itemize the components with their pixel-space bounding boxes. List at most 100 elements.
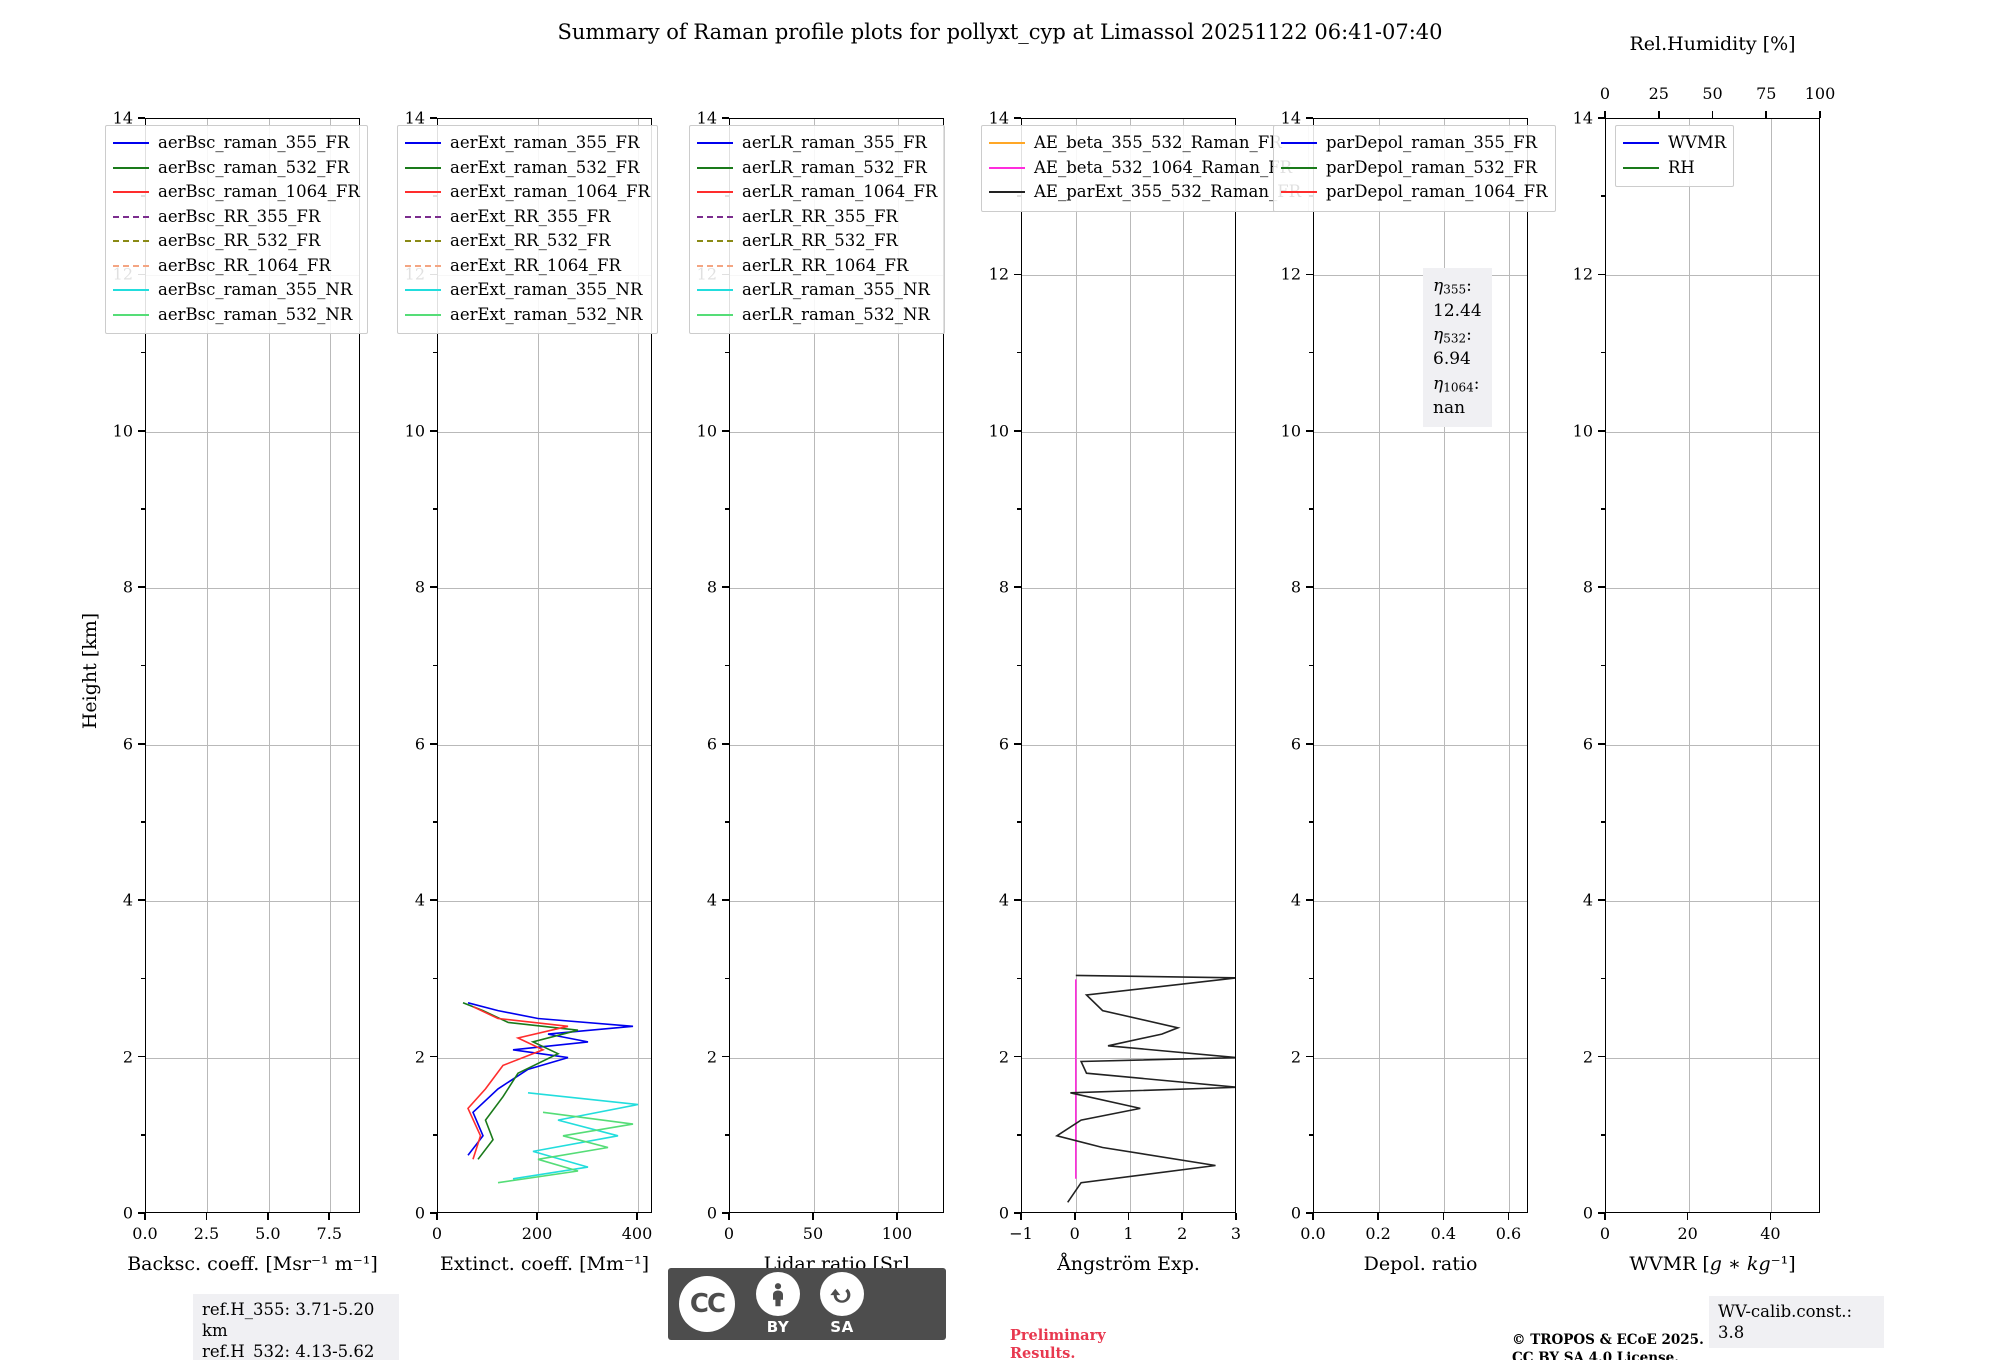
legend-color-swatch <box>113 240 149 243</box>
legend-item[interactable]: aerBsc_RR_532_FR <box>113 229 360 254</box>
cc-by-sa-license-badge[interactable]: CC BY SA <box>668 1268 946 1340</box>
gridline-horizontal <box>1314 744 1527 746</box>
eta-row: η532: 6.94 <box>1433 323 1482 372</box>
series-line <box>467 1002 634 1156</box>
legend-item[interactable]: aerExt_raman_355_FR <box>405 131 650 156</box>
legend-item[interactable]: aerExt_RR_355_FR <box>405 205 650 230</box>
series-line <box>467 1005 569 1160</box>
data-curves-angstrom <box>1054 974 1235 1203</box>
legend-color-swatch <box>113 264 149 267</box>
y-tick-mark <box>1598 742 1605 745</box>
legend-backscatter[interactable]: aerBsc_raman_355_FR aerBsc_raman_532_FR ae… <box>105 125 368 334</box>
legend-item[interactable]: aerLR_raman_355_NR <box>697 278 937 303</box>
y-tick-label: 14 <box>696 108 717 128</box>
cc-icon: CC <box>668 1268 746 1340</box>
legend-item[interactable]: AE_beta_355_532_Raman_FR <box>989 131 1301 156</box>
legend-item[interactable]: aerExt_RR_532_FR <box>405 229 650 254</box>
eta-value: : nan <box>1433 373 1480 419</box>
gridline-vertical <box>207 119 209 1212</box>
legend-item[interactable]: aerBsc_raman_532_NR <box>113 303 360 328</box>
legend-label: aerLR_raman_532_NR <box>742 304 930 324</box>
legend-item[interactable]: aerLR_raman_1064_FR <box>697 180 937 205</box>
legend-item[interactable]: aerLR_raman_355_FR <box>697 131 937 156</box>
x-tick-label: −1 <box>1009 1224 1033 1243</box>
legend-item[interactable]: parDepol_raman_532_FR <box>1281 156 1548 181</box>
y-tick-label: 4 <box>1290 890 1301 910</box>
legend-label: AE_beta_355_532_Raman_FR <box>1034 133 1282 152</box>
legend-item[interactable]: aerExt_RR_1064_FR <box>405 254 650 279</box>
legend-item[interactable]: parDepol_raman_1064_FR <box>1281 180 1548 205</box>
y-tick-mark <box>1306 273 1313 276</box>
legend-item[interactable]: RH <box>1623 156 1726 181</box>
legend-item[interactable]: aerLR_RR_355_FR <box>697 205 937 230</box>
legend-item[interactable]: aerLR_RR_1064_FR <box>697 254 937 279</box>
y-tick-label: 0 <box>1582 1203 1593 1223</box>
y-tick-mark <box>1306 899 1313 901</box>
legend-color-swatch <box>1281 166 1317 169</box>
legend-item[interactable]: aerLR_raman_532_NR <box>697 303 937 328</box>
legend-lidar-ratio[interactable]: aerLR_raman_355_FR aerLR_raman_532_FR aerL… <box>689 125 946 334</box>
legend-item[interactable]: aerLR_raman_532_FR <box>697 156 937 181</box>
data-curves-depol-ratio <box>1314 119 1528 1213</box>
legend-item[interactable]: aerExt_raman_532_NR <box>405 303 650 328</box>
x-tick-mark <box>1312 1213 1314 1220</box>
y-tick-mark <box>430 899 437 901</box>
y-tick-mark <box>722 430 729 432</box>
y-tick-minor <box>1017 664 1021 667</box>
y-tick-minor <box>433 351 437 354</box>
y-tick-mark <box>722 1055 729 1058</box>
plot-area-wvmr <box>1605 118 1820 1213</box>
y-tick-mark <box>1306 430 1313 432</box>
legend-item[interactable]: AE_beta_532_1064_Raman_FR <box>989 156 1301 181</box>
legend-item[interactable]: aerBsc_raman_355_FR <box>113 131 360 156</box>
y-tick-label: 10 <box>1572 421 1593 441</box>
legend-label: aerBsc_raman_355_FR <box>158 133 350 152</box>
eta-value: : 6.94 <box>1433 324 1472 370</box>
legend-wvmr[interactable]: WVMR RH <box>1615 125 1735 187</box>
y-tick-minor <box>141 1133 145 1136</box>
x-tick-label: 0 <box>431 1224 443 1243</box>
y-tick-mark <box>138 430 145 432</box>
y-tick-label: 8 <box>122 577 133 597</box>
gridline-vertical <box>638 119 639 1212</box>
legend-item[interactable]: aerBsc_RR_1064_FR <box>113 254 360 279</box>
gridline-horizontal <box>730 1057 943 1059</box>
eta-symbol: η <box>1433 373 1444 394</box>
legend-item[interactable]: parDepol_raman_355_FR <box>1281 131 1548 156</box>
legend-color-swatch <box>697 240 733 243</box>
x-tick-mark <box>267 1213 269 1220</box>
gridline-vertical <box>1688 119 1690 1212</box>
legend-item[interactable]: aerExt_raman_355_NR <box>405 278 650 303</box>
legend-item[interactable]: aerBsc_RR_355_FR <box>113 205 360 230</box>
legend-label: aerLR_RR_355_FR <box>742 206 898 226</box>
legend-item[interactable]: aerExt_raman_1064_FR <box>405 180 650 205</box>
legend-item[interactable]: aerExt_raman_532_FR <box>405 156 650 181</box>
y-tick-label: 6 <box>122 734 133 754</box>
legend-item[interactable]: AE_parExt_355_532_Raman_FR <box>989 180 1301 205</box>
legend-depol-ratio[interactable]: parDepol_raman_355_FR parDepol_raman_532_… <box>1273 125 1556 212</box>
y-tick-label: 0 <box>122 1203 133 1223</box>
plot-area-depol-ratio <box>1313 118 1528 1213</box>
legend-angstrom[interactable]: AE_beta_355_532_Raman_FR AE_beta_532_1064… <box>981 125 1310 212</box>
legend-color-swatch <box>405 313 441 316</box>
legend-item[interactable]: WVMR <box>1623 131 1726 156</box>
legend-extinction[interactable]: aerExt_raman_355_FR aerExt_raman_532_FR ae… <box>397 125 658 334</box>
gridline-vertical <box>1129 119 1131 1212</box>
legend-label: aerExt_raman_355_NR <box>450 280 643 299</box>
legend-item[interactable]: aerBsc_raman_532_FR <box>113 156 360 181</box>
y-tick-mark <box>1306 586 1313 589</box>
legend-item[interactable]: aerLR_RR_532_FR <box>697 229 937 254</box>
legend-item[interactable]: aerBsc_raman_1064_FR <box>113 180 360 205</box>
cc-sa-icon: SA <box>810 1268 874 1340</box>
eta-wavelength: 355 <box>1443 282 1467 297</box>
legend-item[interactable]: aerBsc_raman_355_NR <box>113 278 360 303</box>
y-tick-label: 14 <box>112 108 133 128</box>
y-tick-minor <box>141 351 145 354</box>
gridline-horizontal <box>1314 275 1527 277</box>
gridline-horizontal <box>1606 431 1819 433</box>
legend-label: aerExt_raman_1064_FR <box>450 182 650 201</box>
y-tick-label: 2 <box>414 1047 425 1067</box>
x-tick-mark <box>1442 1213 1445 1220</box>
x-tick-label: 0.6 <box>1495 1224 1522 1243</box>
series-line <box>497 1111 634 1184</box>
